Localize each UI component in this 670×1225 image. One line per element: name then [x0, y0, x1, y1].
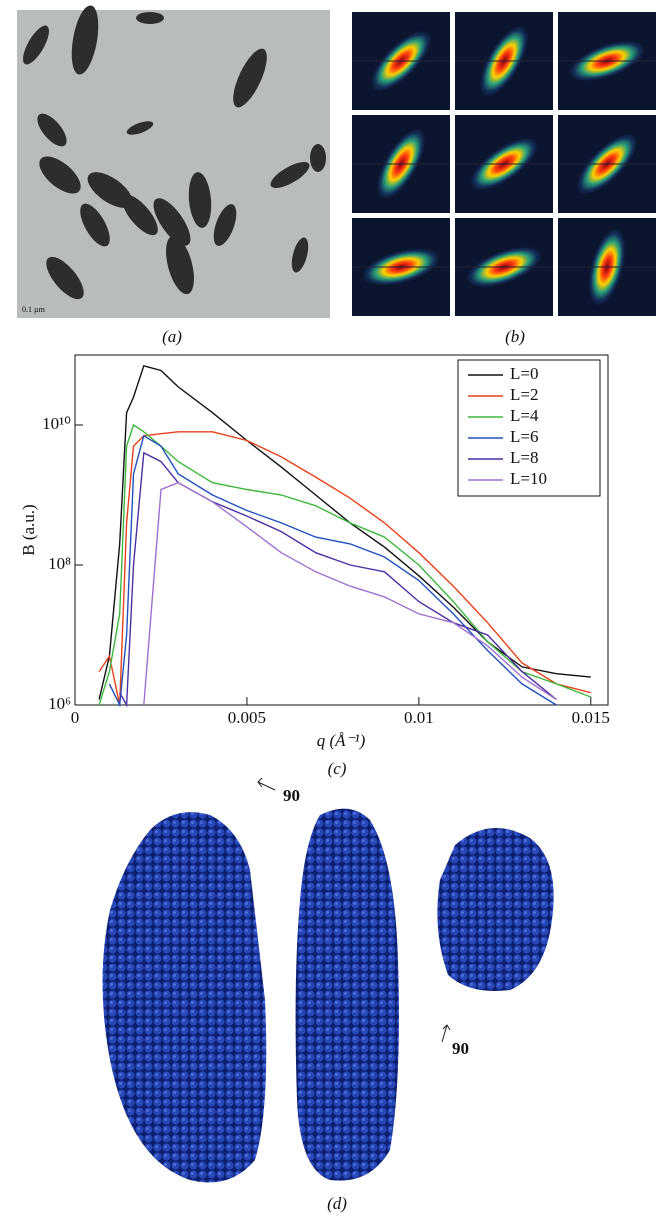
- x-tick-label: 0.01: [404, 708, 434, 727]
- atomic-models: 90 90: [102, 777, 554, 1183]
- legend-label: L=6: [510, 427, 538, 446]
- x-tick-label: 0.005: [228, 708, 266, 727]
- panel-label: (a): [162, 327, 182, 346]
- plot-frame: [74, 354, 609, 706]
- legend-box: [457, 359, 601, 497]
- y-axis-label: B (a.u.): [19, 504, 38, 555]
- rotation-label: 90: [283, 786, 300, 805]
- diffraction-grid: [350, 10, 656, 318]
- y-tick-label: 10⁸: [48, 554, 71, 573]
- scale-bar-label: 0.1 µm: [22, 305, 46, 314]
- series-line: [98, 431, 591, 706]
- panel-label: (c): [328, 759, 347, 778]
- legend-label: L=0: [510, 364, 538, 383]
- series-line: [98, 423, 592, 706]
- series-line: [119, 451, 557, 708]
- panel-label: (b): [505, 327, 525, 346]
- x-tick-label: 0.015: [572, 708, 610, 727]
- chart: B (a.u.) q (Å⁻¹) 0 0.005 0.01 0.015 10⁶ 10⁸ 10…: [19, 354, 610, 750]
- y-tick-label: 10¹⁰: [42, 414, 71, 433]
- panel-label: (d): [327, 1194, 347, 1213]
- x-tick-label: 0: [71, 708, 80, 727]
- series-line: [143, 481, 557, 706]
- legend-label: L=8: [510, 448, 538, 467]
- series-line: [108, 434, 557, 708]
- micrograph: 0.1 µm: [17, 5, 330, 318]
- rotation-label: 90: [452, 1039, 469, 1058]
- legend-label: L=4: [510, 406, 539, 425]
- legend-label: L=10: [510, 469, 547, 488]
- y-tick-label: 10⁶: [48, 694, 71, 713]
- legend-label: L=2: [510, 385, 538, 404]
- x-axis-label: q (Å⁻¹): [317, 731, 366, 750]
